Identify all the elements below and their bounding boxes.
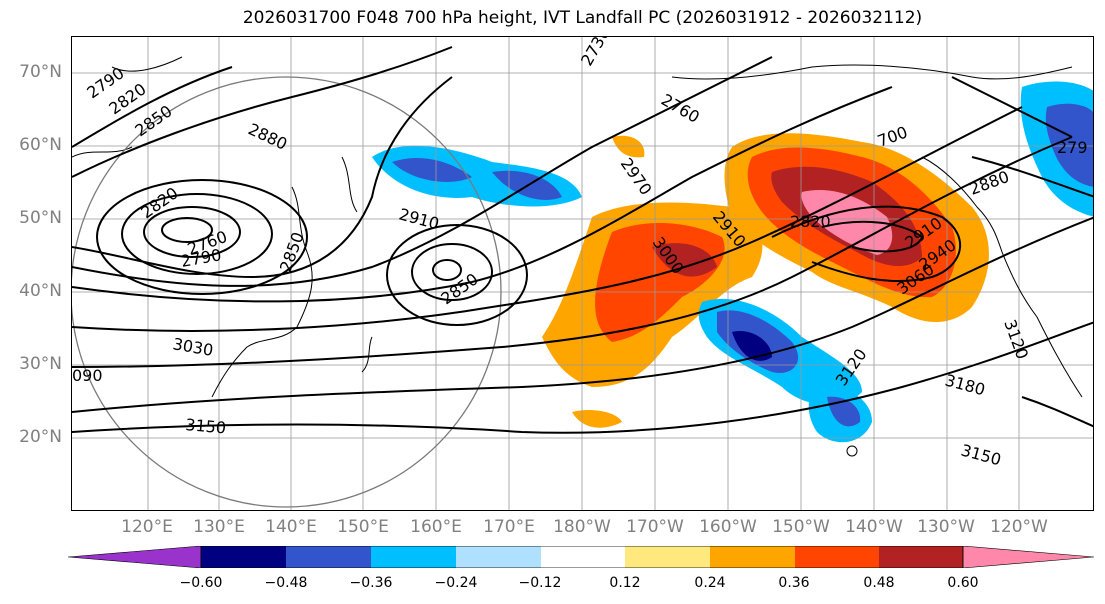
region-circle — [72, 76, 502, 508]
graticule — [72, 37, 1093, 510]
contour-label: 090 — [72, 366, 103, 385]
colorbar-tick-label: −0.24 — [434, 575, 478, 591]
lat-label-60n: 60°N — [19, 135, 62, 155]
contour-label: 3030 — [171, 334, 214, 360]
lon-label-130w: 130°W — [917, 517, 975, 537]
contour-label: 2970 — [617, 154, 656, 198]
contour-label: 3150 — [959, 441, 1003, 470]
colorbar-swatch — [456, 546, 541, 568]
contour-label: 2820 — [790, 212, 831, 231]
contour-label: 700 — [875, 122, 910, 150]
coastlines — [72, 56, 1083, 457]
colorbar-swatch — [201, 546, 286, 568]
contour-label: 2880 — [245, 119, 290, 153]
colorbar-tick-label: 0.36 — [778, 575, 810, 591]
lon-label-160w: 160°W — [699, 517, 757, 537]
lon-label-150e: 150°E — [337, 517, 389, 537]
contour-label: 3150 — [185, 415, 227, 437]
colorbar-tick-label: −0.12 — [518, 575, 562, 591]
map-title: 2026031700 F048 700 hPa height, IVT Land… — [242, 8, 923, 28]
colorbar-swatch — [710, 546, 795, 568]
lat-label-20n: 20°N — [19, 427, 62, 447]
colorbar — [68, 546, 1095, 568]
map-canvas: 2790 2820 2850 2880 2910 2970 3000 2820 … — [72, 37, 1093, 510]
colorbar-tick-label: 0.24 — [694, 575, 726, 591]
lon-label-130e: 130°E — [193, 517, 245, 537]
contour-label: 2730 — [577, 37, 614, 69]
lat-label-50n: 50°N — [19, 208, 62, 228]
lon-label-140e: 140°E — [265, 517, 317, 537]
map-panel: 2790 2820 2850 2880 2910 2970 3000 2820 … — [71, 36, 1094, 511]
colorbar-swatch — [371, 546, 456, 568]
colorbar-tick-label: −0.60 — [179, 575, 223, 591]
contour-label: 3180 — [943, 371, 987, 400]
colorbar-swatch — [286, 546, 371, 568]
colorbar-swatch — [625, 546, 710, 568]
colorbar-swatch — [541, 546, 625, 568]
ivt-shading — [372, 81, 1093, 443]
contour-label-group: 2790 2820 2850 2880 2910 2970 3000 2820 … — [72, 37, 1088, 469]
contour-label: 2880 — [967, 167, 1012, 199]
lon-label-170w: 170°W — [626, 517, 684, 537]
lon-label-120e: 120°E — [121, 517, 173, 537]
colorbar-tick-label: −0.36 — [349, 575, 393, 591]
colorbar-tick-label: 0.12 — [609, 575, 641, 591]
lon-label-170e: 170°E — [483, 517, 535, 537]
colorbar-tick-label: 0.60 — [947, 575, 979, 591]
colorbar-extend-high — [962, 546, 1095, 568]
lon-label-180w: 180°W — [553, 517, 611, 537]
contour-label: 2790 — [179, 245, 222, 271]
colorbar-tick-label: 0.48 — [863, 575, 895, 591]
colorbar-swatch — [795, 546, 879, 568]
colorbar-tick-label: −0.48 — [264, 575, 308, 591]
height-contours — [72, 46, 1093, 434]
colorbar-extend-low — [68, 546, 202, 568]
lat-label-30n: 30°N — [19, 354, 62, 374]
lon-label-120w: 120°W — [990, 517, 1048, 537]
colorbar-swatch — [879, 546, 963, 568]
lon-label-140w: 140°W — [845, 517, 903, 537]
lon-label-150w: 150°W — [772, 517, 830, 537]
lon-label-160e: 160°E — [410, 517, 462, 537]
lat-label-70n: 70°N — [19, 62, 62, 82]
contour-label: 279 — [1057, 138, 1088, 157]
lat-label-40n: 40°N — [19, 281, 62, 301]
contour-label: 2910 — [397, 205, 441, 234]
